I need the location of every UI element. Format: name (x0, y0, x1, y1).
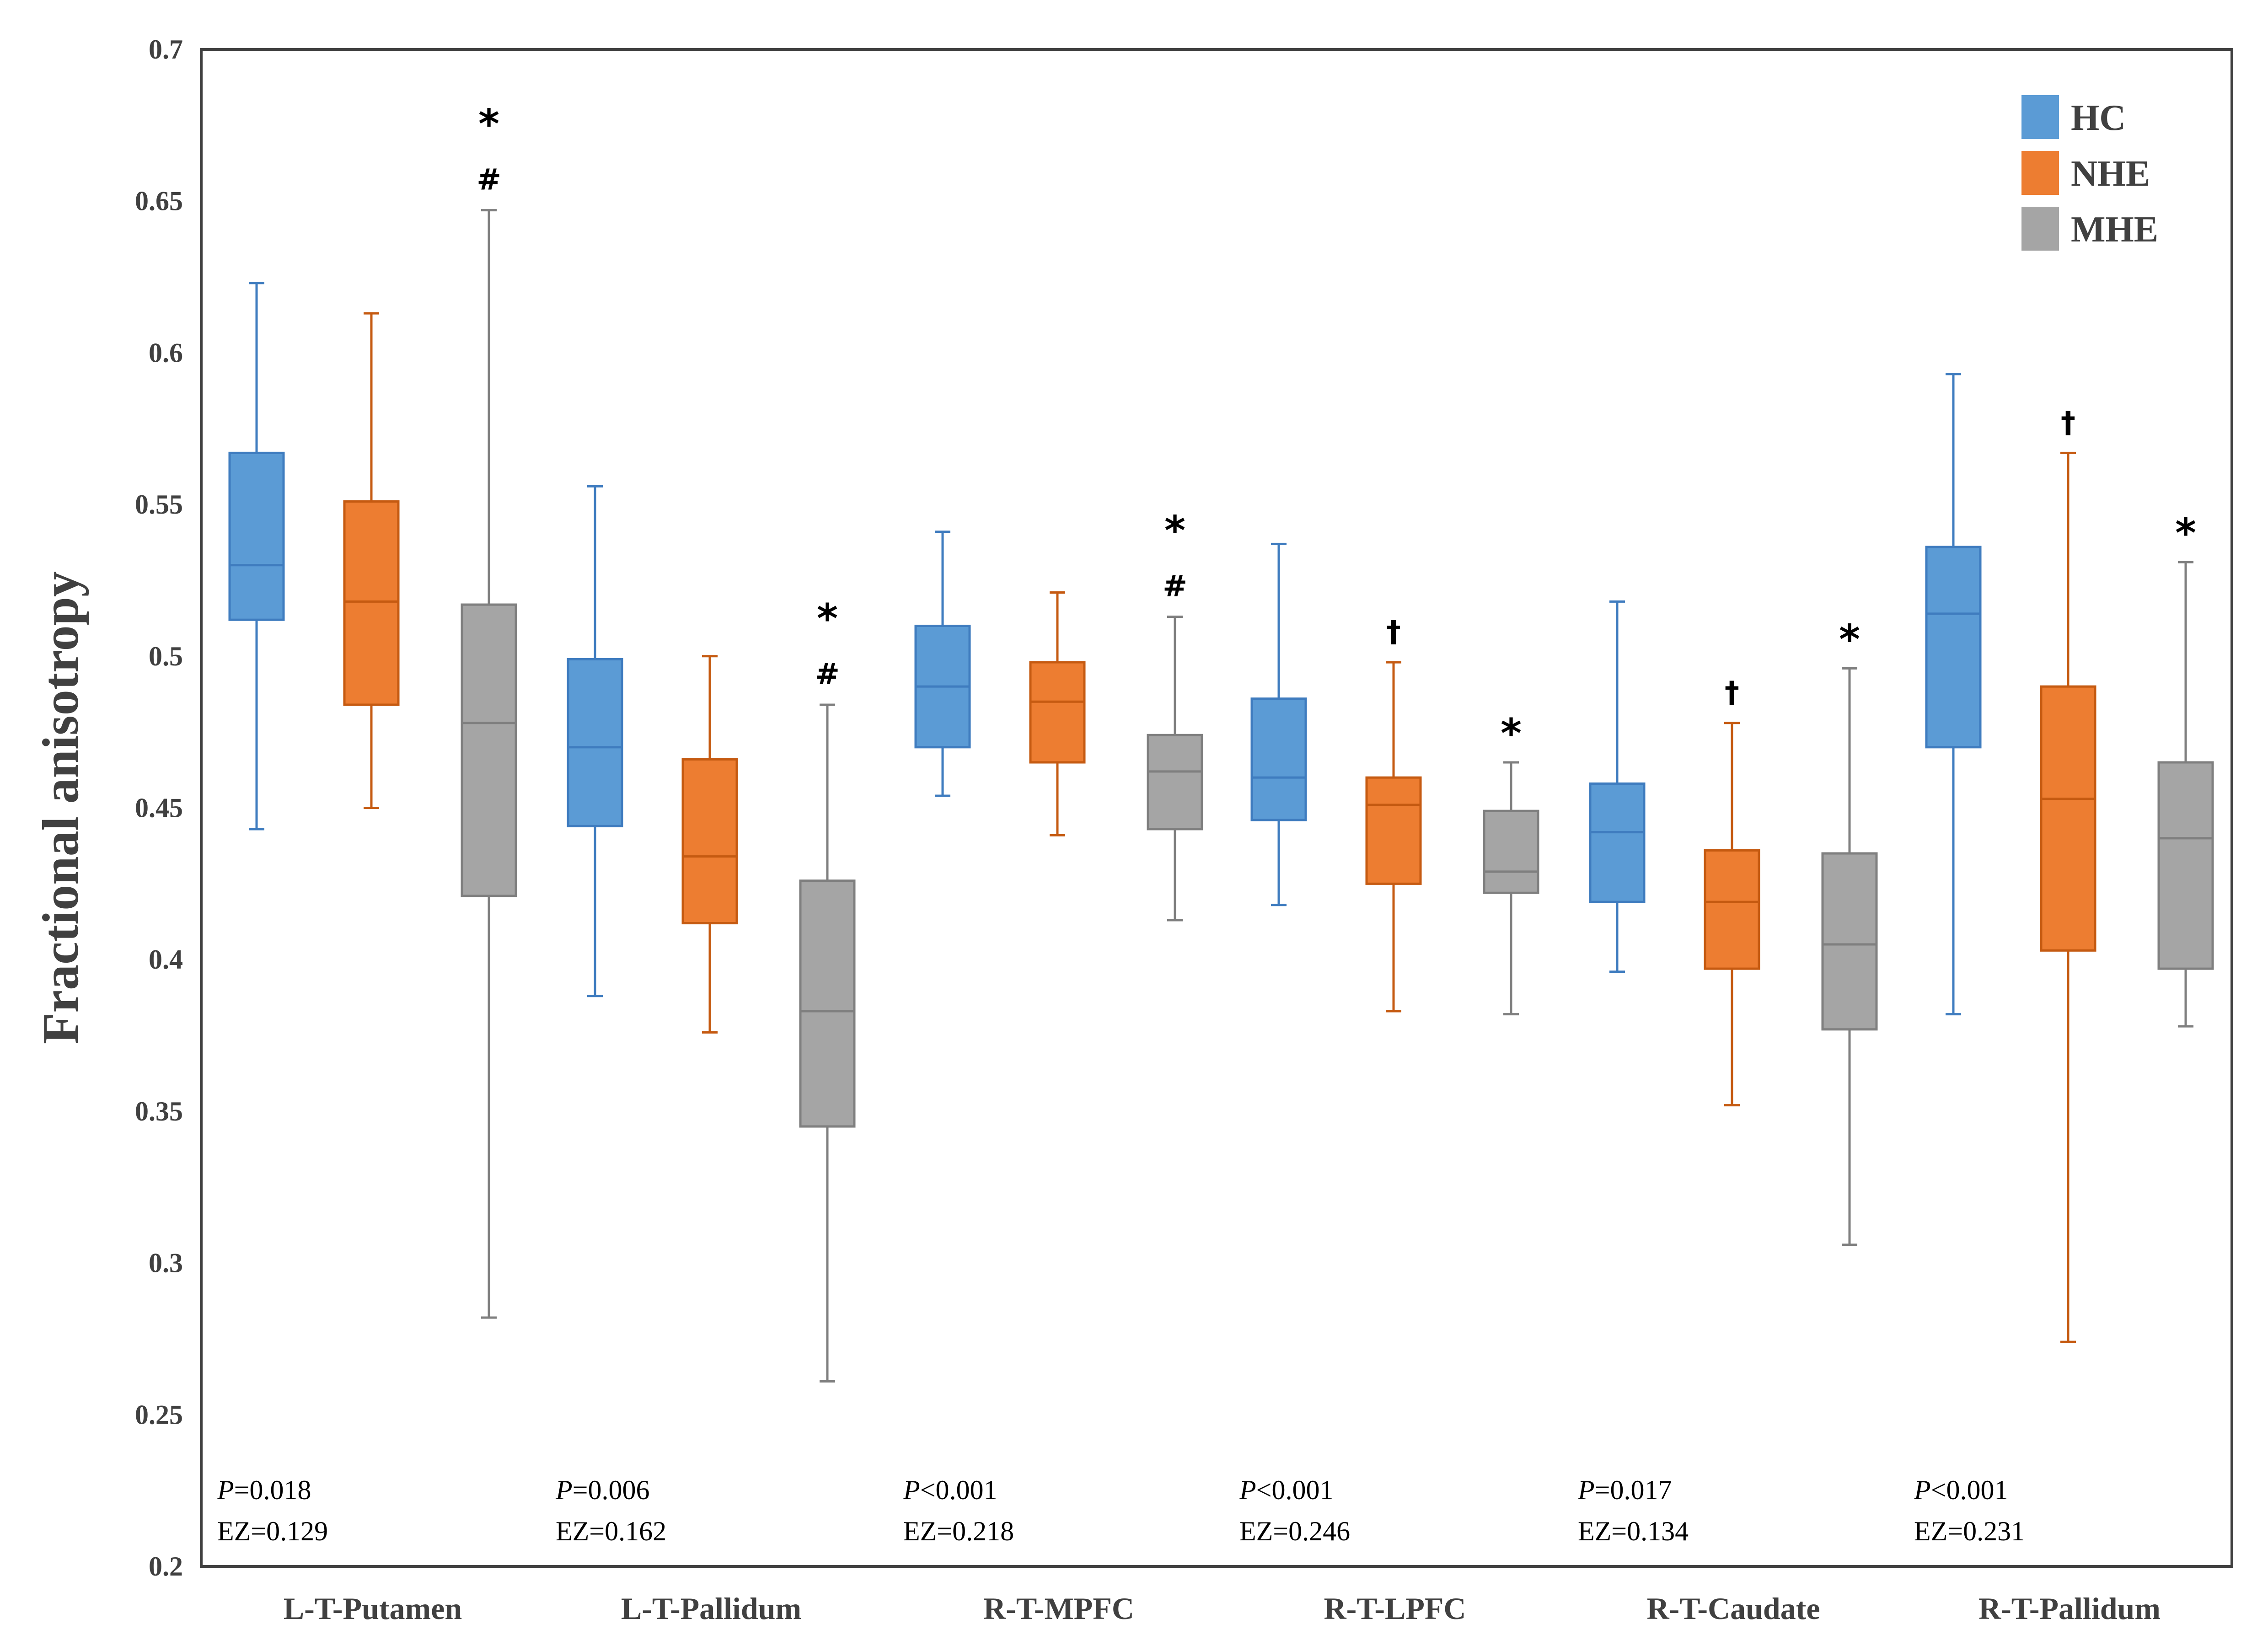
significance-mark: * (1839, 616, 1860, 663)
x-axis-labels: L-T-Putamen L-T-Pallidum R-T-MPFC R-T-LPFC R… (284, 1591, 2161, 1626)
box-nhe (681, 758, 738, 925)
box-group-0: #* (228, 101, 517, 1319)
p-value-label: P=0.006 (555, 1475, 650, 1505)
x-tick-label: L-T-Pallidum (621, 1591, 801, 1626)
box-hc (1925, 546, 1982, 749)
y-tick-label: 0.65 (135, 186, 183, 216)
significance-mark: # (815, 658, 840, 691)
y-tick-label: 0.4 (149, 944, 183, 975)
legend: HC NHE MHE (2021, 95, 2158, 251)
y-axis-ticks: 0.2 0.25 0.3 0.35 0.4 0.45 0.5 0.55 0.6 0.65 0.7 (135, 34, 183, 1581)
x-tick-label: R-T-MPFC (983, 1591, 1134, 1626)
box-mhe (2157, 761, 2214, 970)
effect-size-label: EZ=0.162 (556, 1516, 666, 1546)
statistics-annotations: P=0.018EZ=0.129P=0.006EZ=0.162P<0.001EZ=… (217, 1475, 2025, 1546)
legend-label-nhe: NHE (2071, 154, 2150, 194)
legend-label-mhe: MHE (2071, 209, 2158, 250)
box-mhe (461, 603, 517, 897)
p-value-label: P=0.018 (217, 1475, 311, 1505)
box-group-5: †* (1925, 373, 2214, 1343)
box-mhe (799, 879, 856, 1128)
box-hc (1250, 697, 1307, 821)
significance-mark: † (1386, 615, 1401, 649)
box-hc (567, 658, 623, 827)
p-value: <0.001 (1931, 1475, 2008, 1505)
p-symbol: P (1239, 1475, 1256, 1505)
x-tick-label: R-T-Caudate (1646, 1591, 1820, 1626)
box-group-3: †* (1250, 542, 1539, 1016)
box-nhe (1365, 776, 1422, 885)
y-tick-label: 0.45 (135, 793, 183, 823)
p-value: =0.017 (1595, 1475, 1672, 1505)
significance-mark: * (2175, 509, 2196, 557)
box-plot-series: #*#*#*†*†*†* (228, 101, 2214, 1383)
y-tick-label: 0.35 (135, 1096, 183, 1126)
box-mhe (1483, 809, 1539, 894)
effect-size-label: EZ=0.134 (1578, 1516, 1689, 1546)
box-mhe (1821, 852, 1878, 1031)
p-value-label: P<0.001 (903, 1475, 997, 1505)
effect-size-label: EZ=0.231 (1914, 1516, 2025, 1546)
p-value: =0.018 (234, 1475, 311, 1505)
p-value-label: P<0.001 (1914, 1475, 2008, 1505)
y-tick-label: 0.55 (135, 489, 183, 520)
y-tick-label: 0.5 (149, 641, 183, 671)
significance-mark: * (1501, 710, 1522, 757)
p-symbol: P (1914, 1475, 1931, 1505)
y-tick-label: 0.3 (149, 1248, 183, 1278)
effect-size-label: EZ=0.246 (1239, 1516, 1350, 1546)
effect-size-label: EZ=0.129 (217, 1516, 328, 1546)
y-tick-label: 0.6 (149, 338, 183, 368)
box-group-4: †* (1589, 600, 1878, 1246)
p-value: <0.001 (1256, 1475, 1334, 1505)
box-group-2: #* (914, 507, 1203, 922)
y-tick-label: 0.7 (149, 34, 183, 64)
plot-area-frame (200, 48, 2233, 1568)
box-nhe (343, 500, 400, 706)
p-value: <0.001 (920, 1475, 997, 1505)
effect-size-label: EZ=0.218 (903, 1516, 1014, 1546)
legend-label-hc: HC (2071, 98, 2126, 138)
significance-mark: † (1725, 676, 1739, 710)
box-hc (1589, 782, 1646, 903)
p-symbol: P (1577, 1475, 1595, 1505)
p-symbol: P (903, 1475, 920, 1505)
significance-mark: † (2061, 406, 2075, 440)
legend-swatch-nhe (2021, 151, 2059, 195)
significance-mark: # (1163, 570, 1187, 604)
significance-mark: * (478, 101, 499, 148)
box-nhe (1029, 661, 1086, 764)
x-tick-label: L-T-Putamen (284, 1591, 462, 1626)
legend-swatch-hc (2021, 95, 2059, 139)
p-value: =0.006 (573, 1475, 650, 1505)
p-symbol: P (217, 1475, 234, 1505)
p-symbol: P (555, 1475, 573, 1505)
p-value-label: P<0.001 (1239, 1475, 1334, 1505)
box-mhe (1147, 734, 1203, 831)
y-tick-label: 0.25 (135, 1399, 183, 1430)
legend-swatch-mhe (2021, 207, 2059, 251)
x-tick-label: R-T-LPFC (1324, 1591, 1466, 1626)
box-group-1: #* (567, 485, 856, 1383)
box-hc (228, 451, 285, 621)
p-value-label: P=0.017 (1577, 1475, 1672, 1505)
box-nhe (1704, 849, 1760, 970)
significance-mark: * (817, 595, 838, 642)
y-tick-label: 0.2 (149, 1551, 183, 1581)
y-axis-label: Fractional anisotropy (32, 571, 89, 1044)
significance-mark: # (477, 163, 501, 197)
box-nhe (2040, 685, 2096, 952)
significance-mark: * (1164, 507, 1185, 554)
x-tick-label: R-T-Pallidum (1978, 1591, 2161, 1626)
